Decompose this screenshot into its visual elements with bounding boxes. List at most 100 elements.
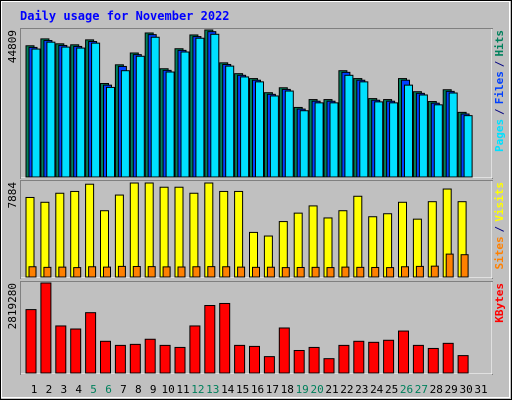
bar bbox=[120, 70, 130, 178]
x-tick-label: 9 bbox=[150, 383, 157, 396]
bar bbox=[177, 266, 186, 278]
x-tick-label: 11 bbox=[176, 383, 189, 396]
x-tick-label: 26 bbox=[400, 383, 413, 396]
x-tick-label: 19 bbox=[296, 383, 309, 396]
bar bbox=[398, 201, 407, 278]
bar bbox=[299, 110, 309, 178]
y-tick-label: 7884 bbox=[6, 182, 19, 209]
bar bbox=[383, 339, 395, 374]
x-tick-label: 24 bbox=[370, 383, 384, 396]
bar bbox=[338, 344, 350, 374]
x-tick-label: 2 bbox=[46, 383, 53, 396]
x-tick-label: 8 bbox=[135, 383, 142, 396]
bar bbox=[404, 84, 413, 178]
x-tick-label: 6 bbox=[105, 383, 112, 396]
bar bbox=[329, 102, 339, 178]
bar bbox=[389, 102, 399, 178]
legend-entry: KBytes bbox=[493, 283, 506, 323]
bar bbox=[398, 330, 409, 374]
bar bbox=[31, 48, 41, 178]
bar bbox=[135, 55, 145, 178]
bar bbox=[144, 338, 156, 374]
bar bbox=[371, 266, 380, 278]
bar bbox=[296, 266, 305, 278]
bar bbox=[463, 115, 473, 178]
bar bbox=[162, 266, 171, 278]
bar bbox=[103, 266, 111, 278]
bar bbox=[222, 266, 231, 278]
bar bbox=[25, 309, 37, 374]
x-tick-label: 28 bbox=[430, 383, 443, 396]
bar bbox=[61, 46, 71, 178]
legend-entry: Hits bbox=[493, 30, 506, 57]
bar bbox=[129, 182, 139, 278]
legend-separator: / bbox=[493, 61, 506, 68]
bar bbox=[207, 266, 216, 278]
bar bbox=[204, 182, 214, 278]
bar bbox=[308, 346, 320, 374]
bar bbox=[344, 74, 354, 178]
bar bbox=[192, 266, 201, 278]
bar bbox=[189, 325, 201, 374]
bar bbox=[341, 266, 350, 278]
x-tick-label: 30 bbox=[459, 383, 472, 396]
x-tick-label: 12 bbox=[191, 383, 204, 396]
bar bbox=[249, 345, 260, 374]
y-tick-label: 44809 bbox=[6, 30, 19, 63]
bar bbox=[159, 186, 169, 278]
bar bbox=[225, 65, 235, 178]
x-tick-label: 25 bbox=[385, 383, 398, 396]
bar bbox=[85, 183, 95, 278]
bar bbox=[401, 266, 409, 278]
x-tick-label: 10 bbox=[161, 383, 174, 396]
bar bbox=[263, 356, 275, 374]
bar bbox=[88, 266, 97, 278]
bar bbox=[46, 41, 56, 178]
bar bbox=[180, 51, 190, 178]
bar bbox=[189, 192, 199, 278]
bar bbox=[210, 33, 220, 178]
bar bbox=[234, 190, 244, 278]
bar bbox=[311, 266, 320, 278]
y-tick-label: 2819280 bbox=[6, 283, 19, 329]
bar bbox=[174, 346, 186, 374]
legend: KBytes bbox=[493, 283, 506, 323]
bar bbox=[326, 267, 335, 278]
legend-entry: Sites bbox=[493, 236, 506, 269]
bar bbox=[43, 266, 52, 278]
bar bbox=[308, 205, 318, 278]
bar bbox=[415, 265, 424, 278]
bar bbox=[58, 266, 67, 278]
bar bbox=[252, 266, 260, 278]
bar bbox=[219, 190, 229, 278]
bar bbox=[106, 86, 115, 178]
bar bbox=[91, 42, 101, 178]
x-tick-label: 23 bbox=[355, 383, 368, 396]
legend-entry: Pages bbox=[493, 119, 506, 152]
bar bbox=[418, 94, 428, 178]
bar bbox=[266, 266, 275, 278]
bar bbox=[55, 325, 67, 374]
x-tick-label: 3 bbox=[60, 383, 67, 396]
legend-separator: / bbox=[493, 108, 506, 115]
bar bbox=[427, 347, 439, 374]
bar bbox=[368, 341, 380, 374]
x-tick-label: 1 bbox=[31, 383, 38, 396]
bar bbox=[55, 192, 65, 278]
bar bbox=[195, 37, 205, 178]
bar bbox=[359, 81, 369, 178]
bar bbox=[445, 253, 454, 278]
bar bbox=[174, 186, 184, 278]
bar bbox=[114, 194, 124, 278]
bar bbox=[460, 254, 469, 278]
x-tick-label: 22 bbox=[340, 383, 353, 396]
bar bbox=[70, 328, 82, 374]
bar bbox=[314, 102, 324, 178]
bar bbox=[284, 90, 294, 178]
x-tick-label: 27 bbox=[415, 383, 428, 396]
x-tick-label: 4 bbox=[75, 383, 82, 396]
bar bbox=[237, 266, 246, 278]
